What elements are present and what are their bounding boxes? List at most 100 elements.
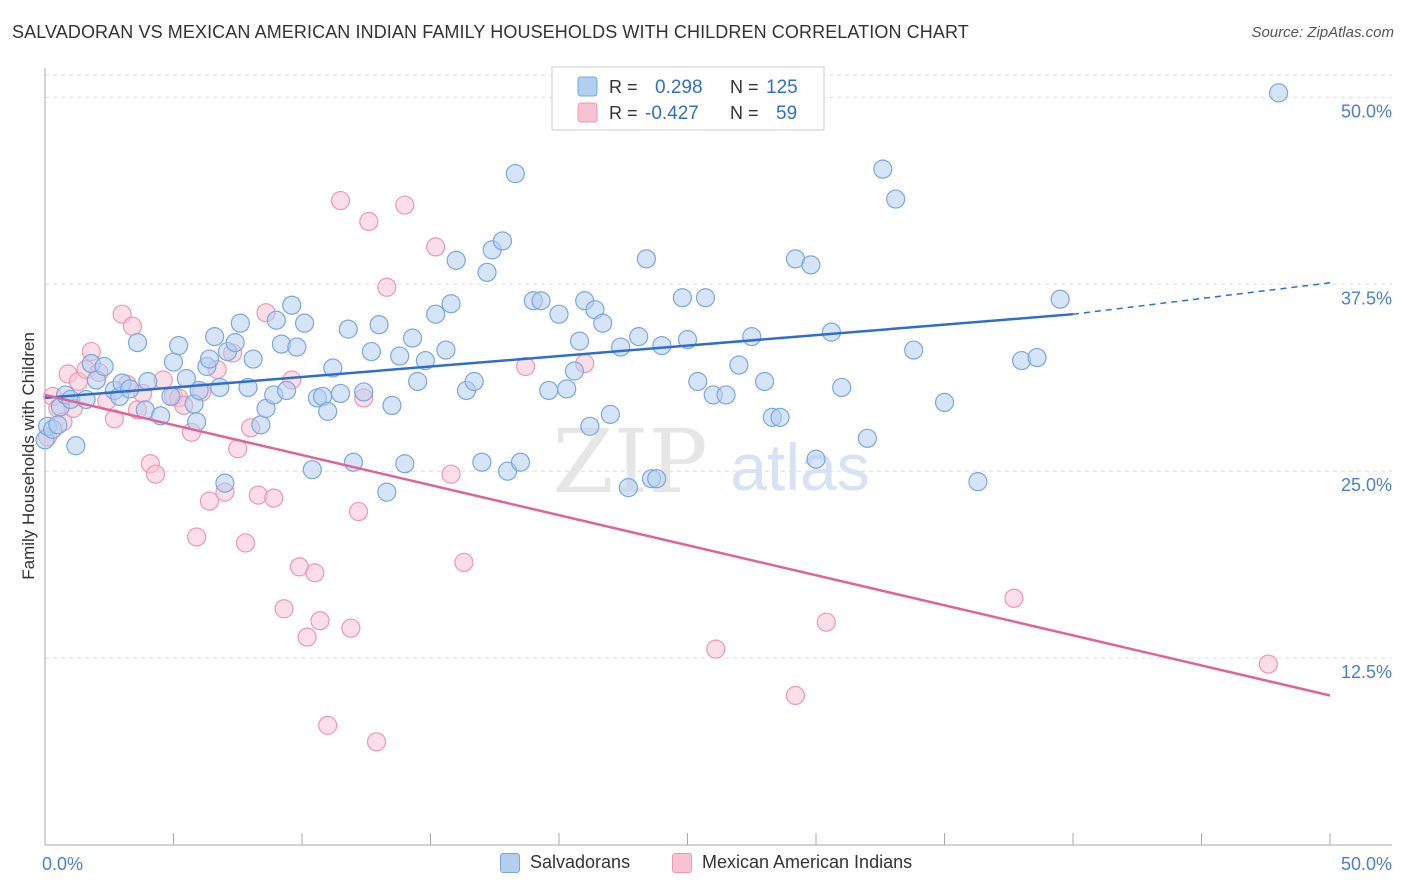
point-salvadorans xyxy=(636,249,656,269)
point-salvadorans xyxy=(441,294,461,314)
point-mexican-american-indians xyxy=(454,552,474,573)
point-salvadorans xyxy=(569,331,590,351)
stats-n-label-2: N = xyxy=(730,103,759,123)
point-salvadorans xyxy=(287,337,307,357)
legend-label-mexican-american-indians: Mexican American Indians xyxy=(702,852,913,872)
point-salvadorans xyxy=(618,478,638,498)
point-mexican-american-indians xyxy=(330,190,351,211)
legend-label-salvadorans: Salvadorans xyxy=(530,852,631,872)
point-mexican-american-indians xyxy=(377,277,397,297)
point-salvadorans xyxy=(282,295,302,315)
point-salvadorans xyxy=(354,382,374,402)
trend-line-salvadorans xyxy=(44,312,1074,400)
point-salvadorans xyxy=(549,304,569,324)
stats-r-label-2: R = xyxy=(609,103,638,123)
point-salvadorans xyxy=(205,327,225,347)
point-salvadorans xyxy=(510,452,531,472)
point-salvadorans xyxy=(302,460,322,480)
point-salvadorans xyxy=(243,349,263,369)
point-salvadorans xyxy=(742,327,762,347)
x-tick-label-min: 0.0% xyxy=(42,854,83,874)
point-salvadorans xyxy=(361,341,381,362)
point-mexican-american-indians xyxy=(395,195,415,215)
point-salvadorans xyxy=(446,250,466,270)
point-salvadorans xyxy=(251,415,271,435)
point-mexican-american-indians xyxy=(305,563,325,583)
point-salvadorans xyxy=(1027,347,1047,368)
point-salvadorans xyxy=(199,349,220,369)
point-salvadorans xyxy=(382,395,402,415)
point-salvadorans xyxy=(120,379,140,399)
point-salvadorans xyxy=(505,164,525,184)
axis-layer: 12.5% 25.0% 37.5% 50.0% 0.0% 50.0% xyxy=(42,68,1392,874)
point-salvadorans xyxy=(873,159,893,179)
point-mexican-american-indians xyxy=(104,409,124,429)
point-mexican-american-indians xyxy=(235,533,256,553)
point-salvadorans xyxy=(402,328,423,348)
point-salvadorans xyxy=(377,482,397,502)
point-mexican-american-indians xyxy=(310,611,330,631)
point-salvadorans xyxy=(904,340,924,360)
legend-item-salvadorans[interactable]: Salvadorans xyxy=(500,852,630,873)
point-salvadorans xyxy=(266,310,286,330)
point-salvadorans xyxy=(611,337,631,357)
point-salvadorans xyxy=(531,291,551,311)
point-salvadorans xyxy=(716,385,736,405)
point-mexican-american-indians xyxy=(1004,588,1024,608)
y-tick-label: 50.0% xyxy=(1341,101,1392,121)
point-salvadorans xyxy=(163,352,184,372)
point-salvadorans xyxy=(477,262,497,282)
point-mexican-american-indians xyxy=(122,316,142,336)
point-salvadorans xyxy=(695,288,716,308)
point-salvadorans xyxy=(415,350,435,371)
point-mexican-american-indians xyxy=(341,618,361,638)
grid-layer xyxy=(45,74,1392,659)
point-salvadorans xyxy=(369,315,389,335)
point-mexican-american-indians xyxy=(297,627,317,647)
point-salvadorans xyxy=(94,356,114,377)
point-salvadorans xyxy=(426,304,446,324)
point-salvadorans xyxy=(672,288,692,308)
stats-r-label-1: R = xyxy=(609,77,638,97)
point-mexican-american-indians xyxy=(187,527,207,547)
point-salvadorans xyxy=(210,377,230,398)
point-salvadorans xyxy=(230,313,250,333)
point-salvadorans xyxy=(127,333,148,353)
point-salvadorans xyxy=(652,335,672,356)
point-salvadorans xyxy=(1268,83,1289,103)
point-salvadorans xyxy=(629,327,649,347)
point-salvadorans xyxy=(225,333,245,353)
point-mexican-american-indians xyxy=(348,501,369,522)
point-mexican-american-indians xyxy=(1258,654,1278,674)
point-salvadorans xyxy=(729,355,749,375)
point-salvadorans xyxy=(492,231,513,251)
point-salvadorans xyxy=(472,452,492,472)
point-mexican-american-indians xyxy=(274,599,294,619)
point-mexican-american-indians xyxy=(318,715,338,735)
point-salvadorans xyxy=(832,377,852,398)
watermark-zip: ZIP xyxy=(552,410,707,513)
point-salvadorans xyxy=(138,371,158,392)
watermark-atlas: atlas xyxy=(730,430,869,504)
point-mexican-american-indians xyxy=(359,211,379,232)
point-salvadorans xyxy=(338,319,358,339)
legend-item-mexican-american-indians[interactable]: Mexican American Indians xyxy=(672,852,912,873)
stats-n-value-1: 125 xyxy=(766,77,798,98)
point-salvadorans xyxy=(593,313,613,333)
point-salvadorans xyxy=(754,371,775,392)
y-tick-label: 12.5% xyxy=(1341,662,1392,682)
bottom-legend: Salvadorans Mexican American Indians xyxy=(0,852,1406,878)
stats-legend: R = 0.298 N = 125 R = -0.427 N = 59 xyxy=(551,66,825,131)
point-salvadorans xyxy=(857,428,878,448)
point-salvadorans xyxy=(161,386,181,407)
legend-swatch-salvadorans xyxy=(577,76,598,97)
source-label: Source: ZipAtlas.com xyxy=(1251,24,1394,41)
y-tick-label: 37.5% xyxy=(1341,288,1392,308)
legend-swatch-blue xyxy=(500,852,520,873)
stats-r-value-2: -0.427 xyxy=(645,103,699,124)
stats-n-value-2: 59 xyxy=(776,103,797,124)
point-salvadorans xyxy=(539,380,559,401)
trend-line-mexican-american-indians xyxy=(44,393,1331,697)
chart-title: SALVADORAN VS MEXICAN AMERICAN INDIAN FA… xyxy=(12,22,969,42)
